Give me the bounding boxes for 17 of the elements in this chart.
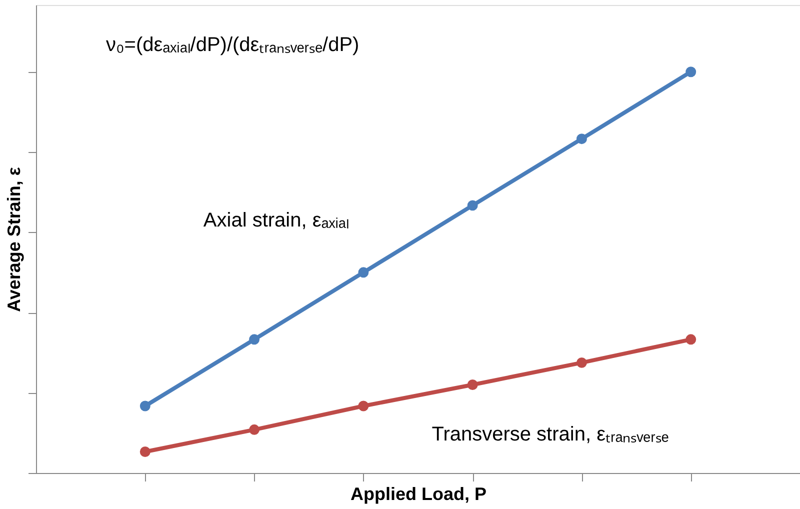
point <box>467 200 478 211</box>
y-axis-title: Average Strain, ε <box>4 166 24 312</box>
series-label: Axial strain, εₐₓᵢₐₗ <box>203 209 349 232</box>
series-label: Transverse strain, εₜᵣₐₙₛᵥₑᵣₛₑ <box>432 424 669 446</box>
point <box>358 400 369 412</box>
point <box>576 357 587 368</box>
text: ν₀=(dεₐₓᵢₐₗ/dP)/(dεₜᵣₐₙₛᵥₑᵣₛₑ/dP) <box>106 34 360 56</box>
point <box>686 66 696 78</box>
point <box>140 400 150 412</box>
point <box>249 424 260 435</box>
point <box>358 267 369 278</box>
point <box>576 134 587 144</box>
point <box>249 334 260 345</box>
point <box>686 334 696 345</box>
x-axis-title: Applied Load, P <box>350 484 487 504</box>
point <box>140 446 150 457</box>
point <box>467 380 478 390</box>
